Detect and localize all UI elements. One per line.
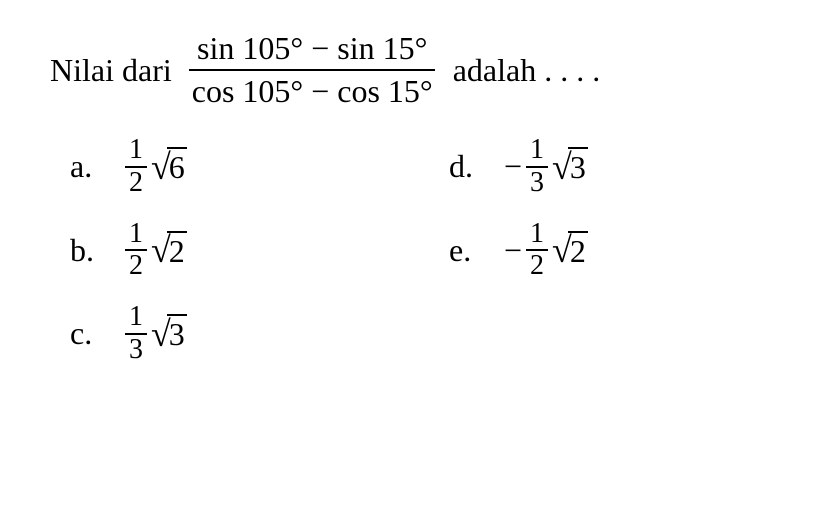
options-grid: a. 1 2 √ 6 d. − 1 3 √ [50,135,788,366]
option-c: c. 1 3 √ 3 [70,302,409,366]
num-e: 1 [526,219,548,252]
den-d: 3 [526,168,548,199]
fraction-denominator: cos 105° − cos 15° [184,71,441,110]
radical-d: 3 [568,147,588,186]
option-value-a: 1 2 √ 6 [125,135,187,199]
den-b: 2 [125,251,147,282]
option-d: d. − 1 3 √ 3 [449,135,788,199]
option-value-e: − 1 2 √ 2 [504,219,588,283]
option-value-d: − 1 3 √ 3 [504,135,588,199]
radical-c: 3 [167,314,187,353]
option-letter-b: b. [70,232,100,269]
fraction-c: 1 3 [125,302,147,366]
question-text: Nilai dari sin 105° − sin 15° cos 105° −… [50,30,788,110]
option-b: b. 1 2 √ 2 [70,219,409,283]
num-d: 1 [526,135,548,168]
den-a: 2 [125,168,147,199]
fraction-d: 1 3 [526,135,548,199]
option-value-b: 1 2 √ 2 [125,219,187,283]
den-e: 2 [526,251,548,282]
num-c: 1 [125,302,147,335]
option-e: e. − 1 2 √ 2 [449,219,788,283]
main-fraction: sin 105° − sin 15° cos 105° − cos 15° [184,30,441,110]
option-a: a. 1 2 √ 6 [70,135,409,199]
fraction-e: 1 2 [526,219,548,283]
fraction-b: 1 2 [125,219,147,283]
sqrt-d: √ 3 [552,146,588,188]
sqrt-a: √ 6 [151,146,187,188]
sign-d: − [504,148,522,185]
option-letter-e: e. [449,232,479,269]
fraction-numerator: sin 105° − sin 15° [189,30,435,71]
question-container: Nilai dari sin 105° − sin 15° cos 105° −… [50,30,788,366]
sign-e: − [504,232,522,269]
radical-e: 2 [568,231,588,270]
option-letter-c: c. [70,315,100,352]
den-c: 3 [125,335,147,366]
sqrt-c: √ 3 [151,313,187,355]
sqrt-e: √ 2 [552,229,588,271]
num-a: 1 [125,135,147,168]
radical-b: 2 [167,231,187,270]
fraction-a: 1 2 [125,135,147,199]
option-letter-a: a. [70,148,100,185]
sqrt-b: √ 2 [151,229,187,271]
option-letter-d: d. [449,148,479,185]
question-suffix: adalah . . . . [453,52,601,89]
option-value-c: 1 3 √ 3 [125,302,187,366]
radical-a: 6 [167,147,187,186]
question-prefix: Nilai dari [50,52,172,89]
num-b: 1 [125,219,147,252]
